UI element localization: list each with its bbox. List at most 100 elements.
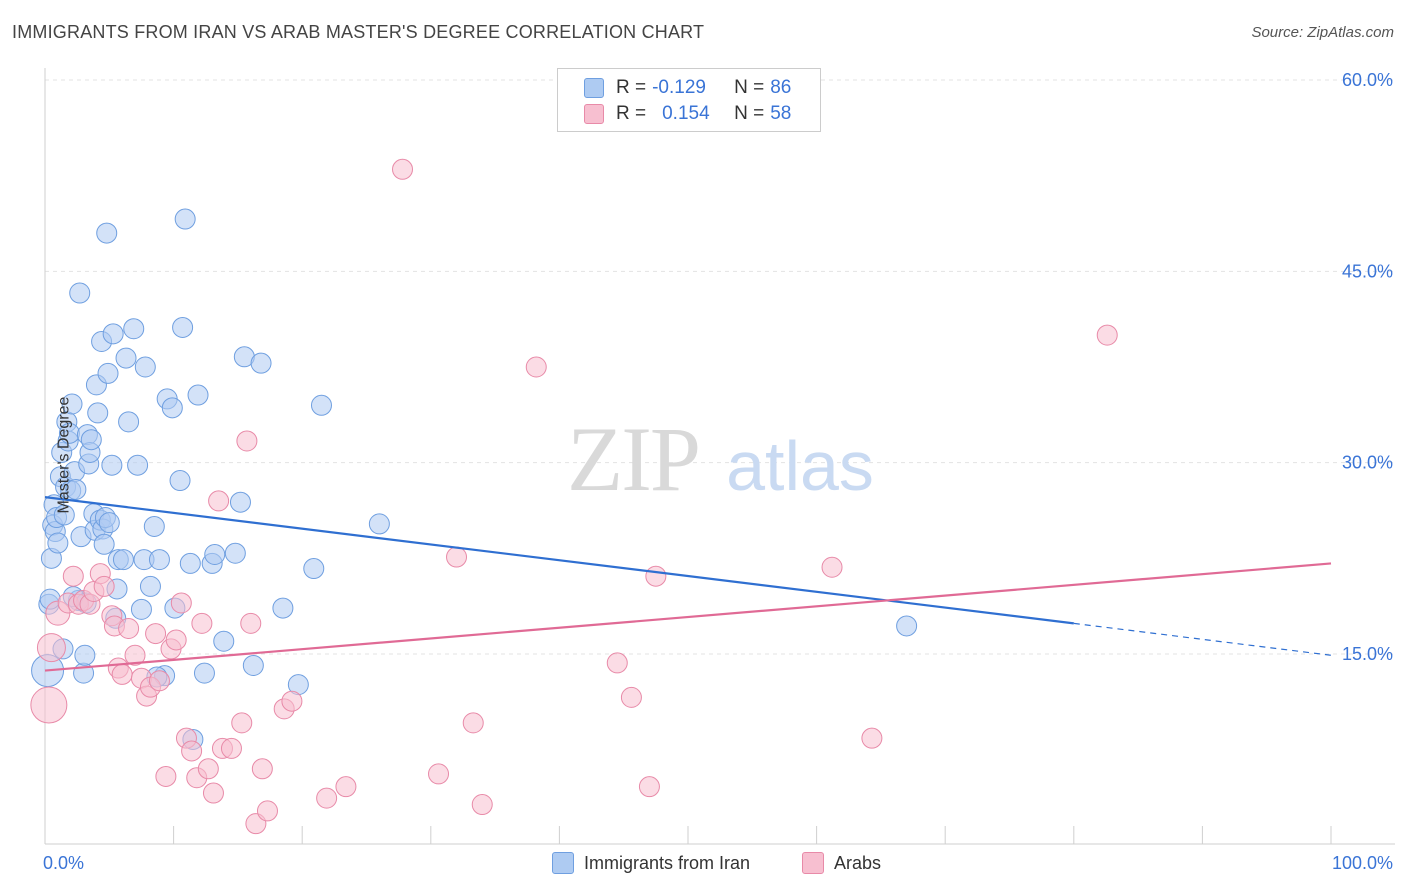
data-point-iran	[74, 644, 96, 666]
data-point-iran	[213, 630, 235, 652]
data-point-iran	[53, 504, 75, 526]
trend-line-iran-extension	[1073, 622, 1332, 656]
data-point-arabs	[202, 782, 224, 804]
data-point-iran	[204, 544, 226, 566]
data-point-iran	[229, 491, 251, 513]
data-point-arabs	[191, 612, 213, 634]
data-point-arabs	[821, 556, 843, 578]
legend-label-iran: Immigrants from Iran	[584, 852, 751, 873]
x-tick-label: 100.0%	[1332, 853, 1393, 873]
legend-item-arabs[interactable]: Arabs	[802, 852, 881, 874]
data-point-arabs	[111, 663, 133, 685]
data-point-iran	[148, 549, 170, 571]
data-point-arabs	[240, 612, 262, 634]
watermark: ZIP atlas	[567, 408, 874, 510]
data-point-iran	[224, 542, 246, 564]
trend-line-arabs	[44, 562, 1332, 672]
data-point-arabs	[93, 575, 115, 597]
data-point-arabs	[861, 727, 883, 749]
data-point-arabs	[155, 765, 177, 787]
data-point-iran	[169, 470, 191, 492]
data-point-arabs	[281, 690, 303, 712]
legend-row-iran: R = -0.129 N = 86	[584, 77, 791, 99]
data-point-arabs	[1096, 324, 1118, 346]
data-point-arabs	[220, 737, 242, 759]
tick-labels: 15.0% 30.0% 45.0% 60.0% 0.0% 100.0%	[43, 70, 1393, 873]
y-tick-label: 15.0%	[1342, 644, 1393, 664]
data-point-iran	[174, 208, 196, 230]
data-point-arabs	[62, 565, 84, 587]
data-point-arabs	[145, 623, 167, 645]
data-point-arabs	[197, 758, 219, 780]
data-point-iran	[80, 429, 102, 451]
legend-item-iran[interactable]: Immigrants from Iran	[552, 852, 750, 874]
data-point-arabs	[462, 712, 484, 734]
data-point-iran	[130, 598, 152, 620]
chart-title: IMMIGRANTS FROM IRAN VS ARAB MASTER'S DE…	[12, 22, 705, 42]
legend-swatch-arabs	[802, 852, 824, 874]
data-point-arabs	[638, 776, 660, 798]
data-point-iran	[896, 615, 918, 637]
data-point-arabs	[620, 686, 642, 708]
trend-line-iran	[44, 496, 1074, 625]
y-axis-label: Master's Degree	[55, 396, 73, 514]
legend-n-value-iran: 86	[770, 77, 792, 98]
data-point-iran	[179, 552, 201, 574]
data-point-iran	[96, 222, 118, 244]
data-point-iran	[303, 558, 325, 580]
data-point-arabs	[392, 158, 414, 180]
data-point-iran	[310, 394, 332, 416]
legend-swatch-iran	[584, 78, 604, 98]
data-point-iran	[98, 512, 120, 534]
series-legend: Immigrants from Iran Arabs	[0, 852, 1406, 876]
data-point-arabs	[471, 794, 493, 816]
y-tick-label: 60.0%	[1342, 70, 1393, 90]
data-point-iran	[87, 402, 109, 424]
data-point-iran	[242, 654, 264, 676]
x-tick-label: 0.0%	[43, 853, 84, 873]
data-point-iran	[93, 533, 115, 555]
data-point-iran	[272, 597, 294, 619]
data-point-arabs	[170, 592, 192, 614]
data-point-iran	[61, 393, 83, 415]
legend-swatch-iran	[552, 852, 574, 874]
data-point-iran	[368, 513, 390, 535]
data-point-iran	[123, 318, 145, 340]
data-point-iran	[102, 323, 124, 345]
trend-lines	[44, 496, 1332, 672]
correlation-legend: R = -0.129 N = 86 R = 0.154 N = 58	[557, 68, 821, 132]
legend-n-label: N =	[734, 77, 765, 98]
data-point-iran	[161, 397, 183, 419]
data-point-iran	[143, 515, 165, 537]
data-point-iran	[112, 549, 134, 571]
legend-row-arabs: R = 0.154 N = 58	[584, 103, 791, 125]
data-point-arabs	[645, 565, 667, 587]
data-point-arabs	[446, 546, 468, 568]
data-point-iran	[250, 352, 272, 374]
data-point-iran	[47, 532, 69, 554]
data-point-arabs	[208, 490, 230, 512]
source-label: Source: ZipAtlas.com	[1251, 24, 1394, 41]
legend-r-label: R =	[616, 77, 647, 98]
data-point-arabs	[335, 776, 357, 798]
data-point-iran	[115, 347, 137, 369]
data-point-iran	[127, 454, 149, 476]
y-tick-label: 30.0%	[1342, 453, 1393, 473]
data-point-iran	[118, 411, 140, 433]
legend-r-value-arabs: 0.154	[662, 103, 710, 124]
data-point-arabs	[256, 800, 278, 822]
data-point-arabs	[124, 644, 146, 666]
data-point-iran	[139, 575, 161, 597]
legend-n-value-arabs: 58	[770, 103, 792, 124]
data-point-arabs	[30, 686, 68, 724]
data-point-arabs	[165, 629, 187, 651]
data-point-iran	[69, 282, 91, 304]
data-point-arabs	[525, 356, 547, 378]
grid	[45, 79, 1395, 655]
data-point-arabs	[316, 787, 338, 809]
y-tick-label: 45.0%	[1342, 261, 1393, 281]
data-point-iran	[134, 356, 156, 378]
watermark-atlas: atlas	[726, 427, 874, 505]
data-point-arabs	[231, 712, 253, 734]
